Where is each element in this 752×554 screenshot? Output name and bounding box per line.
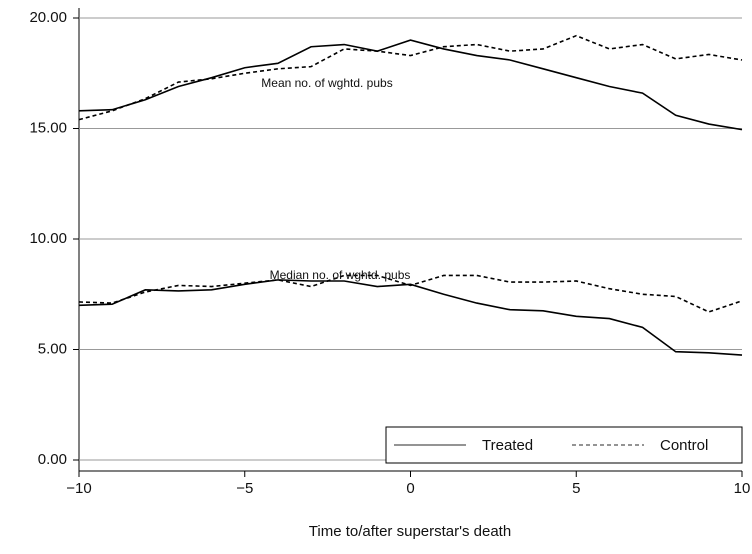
y-tick-label: 15.00 bbox=[29, 119, 67, 136]
y-tick-label: 0.00 bbox=[38, 451, 67, 468]
x-tick-label: −5 bbox=[236, 480, 253, 497]
y-tick-label: 10.00 bbox=[29, 230, 67, 247]
x-tick-label: 10 bbox=[734, 480, 751, 497]
annotation: Median no. of wghtd. pubs bbox=[270, 268, 411, 282]
x-axis-label: Time to/after superstar's death bbox=[309, 523, 511, 540]
series-line bbox=[78, 279, 743, 356]
annotation: Mean no. of wghtd. pubs bbox=[261, 76, 392, 90]
series-line bbox=[78, 39, 743, 131]
y-tick-label: 20.00 bbox=[29, 9, 67, 26]
y-tick-label: 5.00 bbox=[38, 340, 67, 357]
x-tick-label: −10 bbox=[66, 480, 91, 497]
series-line bbox=[78, 274, 743, 313]
x-tick-label: 5 bbox=[572, 480, 580, 497]
legend-label: Treated bbox=[482, 437, 533, 454]
series-line bbox=[78, 34, 743, 121]
legend-label: Control bbox=[660, 437, 708, 454]
x-tick-label: 0 bbox=[406, 480, 414, 497]
